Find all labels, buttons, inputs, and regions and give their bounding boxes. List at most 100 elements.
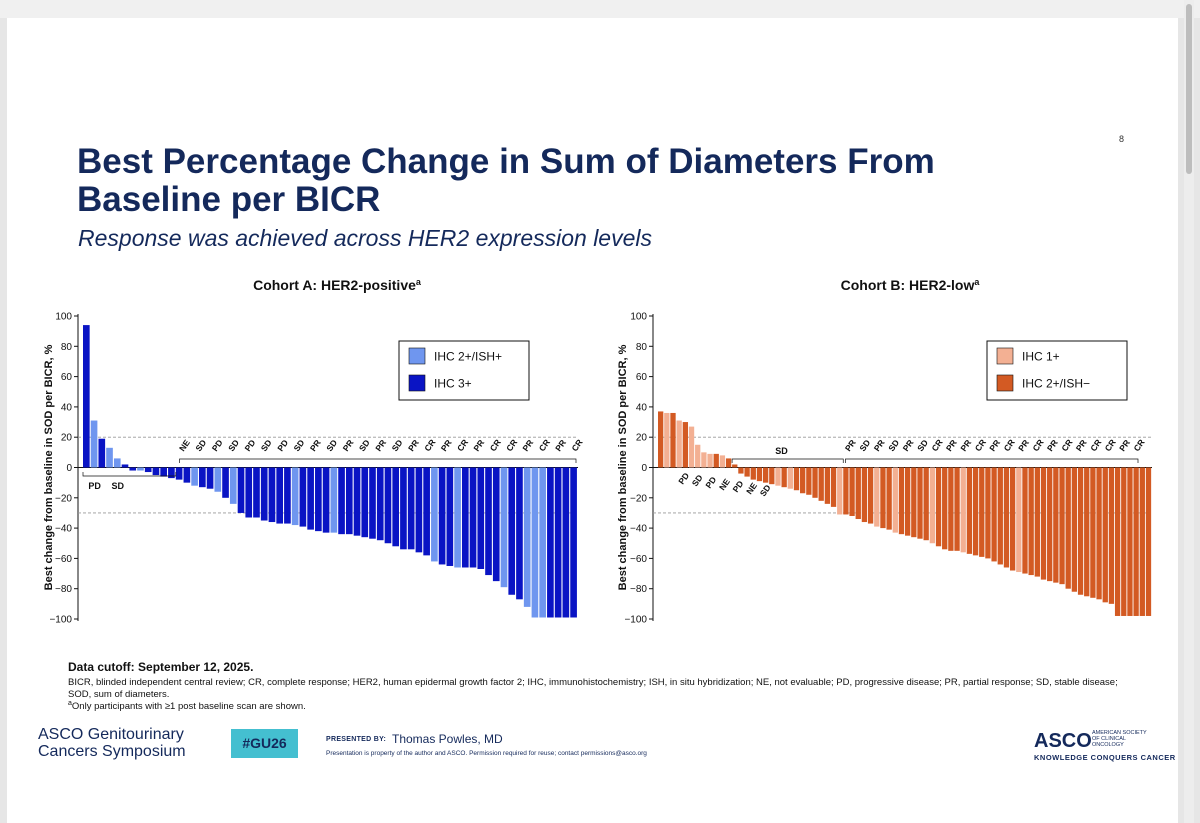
response-label: SD: [259, 438, 274, 453]
bar: [160, 467, 167, 477]
bar: [454, 467, 461, 568]
bar: [966, 467, 973, 554]
response-label: PD: [210, 438, 225, 453]
bar: [477, 467, 485, 569]
bar: [384, 467, 392, 544]
response-label: CR: [422, 437, 437, 453]
response-label: CR: [455, 437, 470, 453]
response-label: SD: [193, 438, 208, 453]
bar: [531, 467, 539, 618]
y-tick-label: −80: [630, 584, 647, 595]
response-label: SD: [690, 473, 705, 488]
bar: [886, 467, 892, 530]
bar: [1003, 467, 1010, 568]
y-axis-label: Best change from baseline in SOD per BIC…: [43, 344, 55, 590]
page-number: 8: [1119, 134, 1125, 144]
bar: [407, 467, 415, 550]
bar: [682, 422, 689, 468]
bar: [260, 467, 268, 521]
bar: [676, 420, 682, 468]
y-tick-label: 20: [636, 433, 648, 444]
bar: [948, 467, 954, 551]
footnote-text: Only participants with ≥1 post baseline …: [71, 701, 306, 713]
y-axis-label: Best change from baseline in SOD per BIC…: [617, 344, 629, 590]
response-label: PR: [471, 438, 486, 453]
bar: [843, 467, 849, 515]
browser-top-bar: [0, 0, 1200, 18]
response-label: SD: [291, 438, 306, 453]
scrollbar[interactable]: [1184, 0, 1194, 823]
y-tick-label: 100: [55, 312, 72, 323]
y-tick-label: −100: [624, 615, 647, 626]
slide: [7, 18, 1178, 823]
chart-cohort-a: Cohort A: HER2-positivea 100 80 60 40 20 0 −20 −…: [43, 277, 585, 626]
bar: [991, 467, 997, 562]
bar: [523, 467, 531, 607]
bar: [849, 467, 855, 516]
response-label: CR: [973, 437, 988, 453]
bar: [330, 467, 338, 533]
response-label: CR: [929, 437, 944, 453]
bar: [1145, 467, 1152, 616]
response-label: PR: [1016, 438, 1031, 453]
bar: [214, 467, 222, 492]
bar: [923, 467, 929, 541]
bar: [345, 467, 353, 535]
bar: [861, 467, 868, 523]
bar: [979, 467, 985, 557]
bar: [719, 455, 726, 468]
bar: [83, 325, 90, 468]
response-label: CR: [1131, 437, 1146, 453]
scrollbar-thumb[interactable]: [1186, 4, 1192, 174]
bar: [744, 467, 750, 477]
bar: [1114, 467, 1121, 616]
bar: [361, 467, 369, 538]
bar: [781, 467, 787, 488]
bar: [423, 467, 430, 556]
response-label: CR: [537, 437, 552, 453]
y-tick-label: 60: [636, 372, 648, 383]
response-label: CR: [488, 437, 503, 453]
y-tick-label: −20: [55, 493, 72, 504]
bar: [1022, 467, 1028, 574]
bar: [1071, 467, 1078, 592]
response-label: SD: [324, 438, 339, 453]
bar: [738, 467, 744, 474]
bar: [570, 467, 577, 618]
bar: [1090, 467, 1096, 598]
legend-label: IHC 2+/ISH−: [1022, 377, 1090, 391]
bar: [954, 467, 960, 551]
y-tick-label: −60: [630, 554, 647, 565]
bar: [121, 464, 129, 468]
bar: [929, 467, 936, 544]
bar: [818, 467, 824, 501]
bar: [175, 467, 183, 480]
chart-cohort-b: Cohort B: HER2-lowa 100 80 60 40 20 0 −20 −40 −60…: [617, 277, 1152, 626]
asco-gu-logo: ASCO Genitourinary Cancers Symposium: [38, 726, 186, 760]
response-label: PR: [944, 438, 959, 453]
bar: [1133, 467, 1139, 616]
bar: [732, 464, 738, 468]
y-tick-label: −80: [55, 584, 72, 595]
bar: [830, 467, 837, 507]
response-label: PD: [275, 438, 290, 453]
response-label: NE: [717, 476, 732, 492]
response-label: PR: [987, 438, 1002, 453]
bar: [322, 467, 330, 533]
response-label: SD: [775, 446, 788, 456]
bar: [874, 467, 880, 527]
page-title: Best Percentage Change in Sum of Diamete…: [77, 142, 935, 219]
response-label: CR: [1059, 437, 1074, 453]
bar: [268, 467, 276, 523]
bar: [1034, 467, 1040, 577]
y-tick-label: 100: [630, 312, 647, 323]
y-tick-label: 40: [636, 402, 648, 413]
bar: [997, 467, 1003, 565]
bar: [695, 444, 701, 468]
bracket: [82, 472, 177, 477]
bar: [307, 467, 314, 530]
bar: [688, 426, 695, 468]
bar: [769, 467, 775, 485]
bracket: [845, 458, 1139, 463]
bar: [806, 467, 812, 495]
